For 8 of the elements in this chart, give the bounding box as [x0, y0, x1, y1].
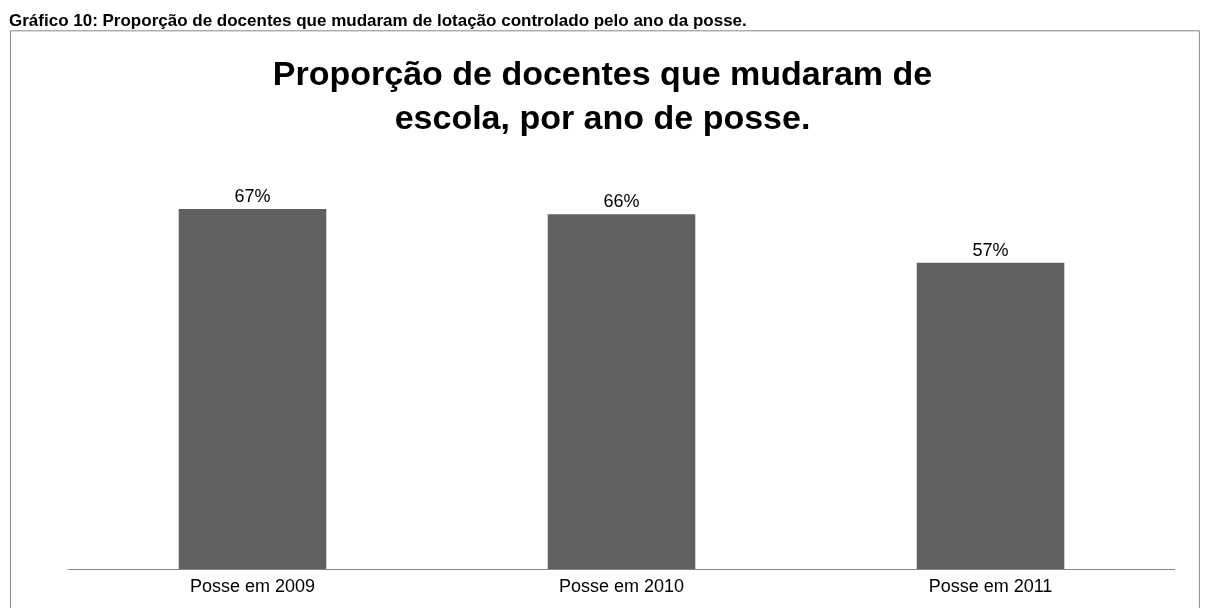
x-tick-label: Posse em 2011 — [928, 575, 1053, 596]
x-tick-label: Posse em 2009 — [189, 575, 316, 596]
chart-title: Proporção de docentes que mudaram de escola, por ano de posse. — [272, 54, 933, 137]
data-label: 66% — [603, 191, 640, 212]
data-label: 57% — [972, 239, 1009, 260]
text: Gráfico 10: Proporção de docentes que mudaram de lotação controlado pelo ano da posse. — [9, 11, 747, 30]
data-label: 67% — [234, 185, 271, 206]
x-tick-label: Posse em 2010 — [558, 575, 685, 596]
